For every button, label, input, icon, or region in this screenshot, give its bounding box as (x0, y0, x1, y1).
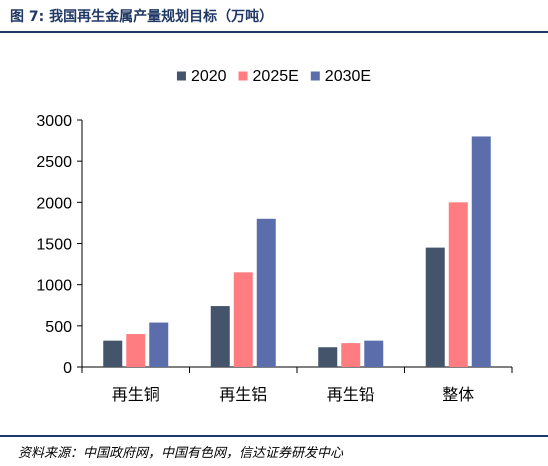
y-tick-label: 2000 (36, 195, 72, 212)
bar-2025E-再生铅 (341, 343, 361, 367)
bar-2025E-再生铜 (126, 334, 146, 367)
bar-2020-再生铜 (103, 340, 123, 367)
legend-label: 2030E (325, 68, 371, 85)
figure-title: 图 7: 我国再生金属产量规划目标（万吨） (10, 9, 274, 25)
legend-swatch-2020 (176, 71, 186, 81)
bar-2020-再生铅 (318, 347, 338, 367)
y-tick-label: 1500 (36, 237, 72, 254)
legend-label: 2020 (191, 68, 227, 85)
x-category-label: 再生铝 (219, 385, 267, 404)
x-category-label: 再生铜 (112, 385, 160, 404)
y-tick-label: 2500 (36, 154, 72, 171)
x-category-label: 再生铅 (327, 385, 375, 404)
y-tick-label: 3000 (36, 113, 72, 130)
bar-2020-再生铝 (210, 306, 230, 367)
y-axis: 0 500 1000 1500 2000 2500 3000 (36, 113, 83, 377)
bar-2025E-整体 (448, 202, 468, 367)
bar-2030E-再生铅 (364, 340, 384, 367)
source-divider (0, 435, 548, 437)
source-note: 资料来源：中国政府网，中国有色网，信达证券研发中心 (18, 446, 344, 461)
x-axis: 再生铜 再生铝 再生铅 整体 (81, 366, 513, 404)
bar-2030E-再生铝 (256, 218, 276, 367)
legend-swatch-2030E (310, 71, 320, 81)
bar-2025E-再生铝 (233, 272, 253, 367)
bar-2030E-再生铜 (149, 322, 169, 367)
chart-legend: 2020 2025E 2030E (176, 68, 371, 85)
bars (103, 136, 491, 367)
bar-2030E-整体 (471, 136, 491, 367)
y-tick-label: 0 (63, 360, 72, 377)
title-divider (0, 31, 548, 33)
legend-label: 2025E (253, 68, 299, 85)
y-tick-label: 1000 (36, 278, 72, 295)
legend-swatch-2025E (238, 71, 248, 81)
y-tick-label: 500 (45, 319, 72, 336)
x-category-label: 整体 (442, 385, 474, 404)
bar-2020-整体 (425, 247, 445, 367)
